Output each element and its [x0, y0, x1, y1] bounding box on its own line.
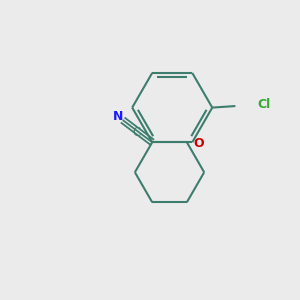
- Text: N: N: [112, 110, 123, 123]
- Text: Cl: Cl: [257, 98, 270, 111]
- Text: O: O: [193, 137, 204, 150]
- Text: C: C: [132, 127, 140, 140]
